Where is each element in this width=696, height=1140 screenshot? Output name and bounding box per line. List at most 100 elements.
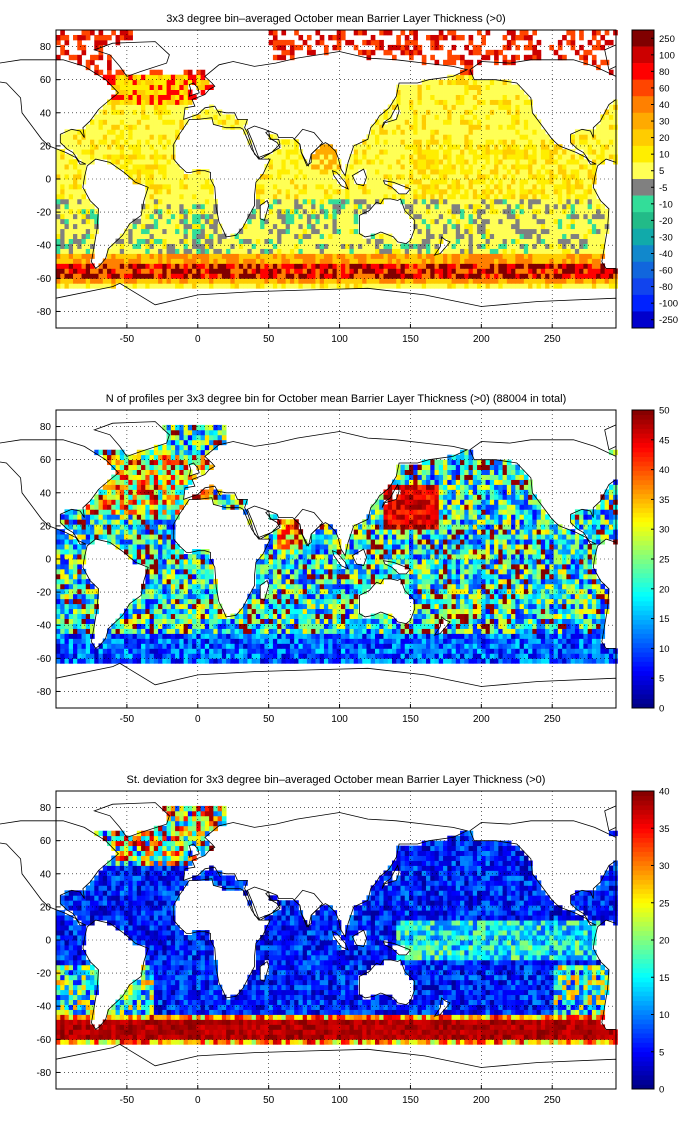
heatmap-cell [323, 213, 329, 220]
heatmap-cell [345, 174, 350, 180]
heatmap-cell [64, 164, 70, 170]
heatmap-cell [268, 188, 274, 195]
heatmap-cell [596, 228, 601, 235]
heatmap-cell [136, 283, 142, 289]
heatmap-cell [64, 273, 70, 279]
colorbar-swatch [632, 278, 654, 296]
heatmap-cell [183, 658, 189, 664]
heatmap-cell [328, 164, 333, 170]
heatmap-cell [158, 104, 163, 110]
heatmap-cell [149, 248, 155, 254]
heatmap-cell [511, 193, 516, 200]
heatmap-cell [506, 84, 512, 90]
heatmap-cell [489, 179, 495, 185]
heatmap-cell [145, 203, 150, 210]
heatmap-cell [387, 129, 393, 135]
heatmap-cell [306, 44, 312, 51]
colorbar-swatch [632, 112, 654, 130]
heatmap-cell [443, 283, 448, 289]
heatmap-cell [460, 89, 465, 95]
heatmap-cell [149, 144, 155, 150]
heatmap-cell [434, 258, 440, 264]
heatmap-cell [455, 179, 461, 185]
heatmap-cell [77, 278, 82, 284]
heatmap-cell [260, 233, 265, 239]
heatmap-cell [119, 134, 125, 140]
heatmap-cell [374, 643, 380, 649]
heatmap-cell [315, 238, 321, 244]
heatmap-cell [226, 114, 231, 120]
heatmap-cell [460, 174, 465, 180]
heatmap-cell [502, 94, 508, 100]
heatmap-cell [574, 144, 580, 150]
heatmap-cell [374, 129, 380, 135]
heatmap-cell [557, 208, 563, 215]
heatmap-cell [217, 223, 223, 230]
heatmap-cell [434, 159, 440, 165]
heatmap-cell [460, 198, 465, 205]
heatmap-cell [196, 248, 201, 254]
heatmap-cell [204, 238, 210, 244]
heatmap-cell [81, 30, 87, 36]
heatmap-cell [124, 89, 129, 95]
heatmap-cell [166, 104, 172, 110]
heatmap-cell [472, 258, 478, 264]
heatmap-cell [115, 94, 121, 100]
heatmap-cell [153, 134, 159, 140]
heatmap-cell [272, 183, 278, 190]
heatmap-cell [136, 134, 142, 140]
heatmap-cell [417, 223, 423, 230]
heatmap-cell [353, 169, 359, 175]
heatmap-cell [353, 144, 359, 150]
heatmap-cell [260, 253, 265, 259]
heatmap-cell [383, 188, 389, 195]
heatmap-cell [340, 198, 346, 205]
heatmap-cell [124, 84, 129, 90]
heatmap-cell [532, 149, 537, 155]
heatmap-cell [124, 99, 129, 105]
heatmap-cell [519, 89, 525, 95]
heatmap-cell [175, 174, 180, 180]
heatmap-cell [64, 39, 70, 46]
heatmap-cell [136, 228, 142, 235]
heatmap-cell [460, 74, 465, 81]
heatmap-cell [345, 243, 350, 249]
heatmap-cell [485, 223, 491, 230]
heatmap-cell [353, 213, 359, 220]
heatmap-cell [460, 263, 465, 269]
heatmap-cell [255, 188, 261, 195]
heatmap-cell [64, 203, 70, 210]
heatmap-cell [370, 49, 376, 56]
heatmap-cell [213, 273, 219, 279]
heatmap-cell [498, 198, 503, 205]
heatmap-cell [345, 203, 350, 210]
heatmap-cell [340, 30, 346, 36]
heatmap-cell [170, 208, 176, 215]
heatmap-cell [536, 233, 542, 239]
heatmap-cell [540, 129, 546, 135]
heatmap-cell [557, 258, 563, 264]
heatmap-cell [170, 203, 176, 210]
heatmap-cell [447, 183, 452, 190]
heatmap-cell [472, 109, 478, 115]
heatmap-cell [451, 149, 457, 155]
heatmap-cell [340, 643, 346, 649]
heatmap-cell [472, 174, 478, 180]
heatmap-cell [332, 183, 338, 190]
heatmap-cell [485, 188, 491, 195]
heatmap-cell [319, 223, 325, 230]
heatmap-cell [404, 648, 410, 654]
heatmap-cell [353, 44, 359, 51]
heatmap-cell [166, 164, 172, 170]
heatmap-cell [511, 233, 516, 239]
heatmap-cell [481, 139, 486, 145]
heatmap-cell [498, 119, 503, 125]
heatmap-cell [472, 273, 478, 279]
heatmap-cell [311, 243, 316, 249]
heatmap-cell [285, 248, 291, 254]
heatmap-cell [64, 223, 70, 230]
heatmap-cell [141, 658, 146, 664]
heatmap-cell [221, 273, 227, 279]
heatmap-cell [149, 154, 155, 160]
heatmap-cell [128, 124, 133, 130]
